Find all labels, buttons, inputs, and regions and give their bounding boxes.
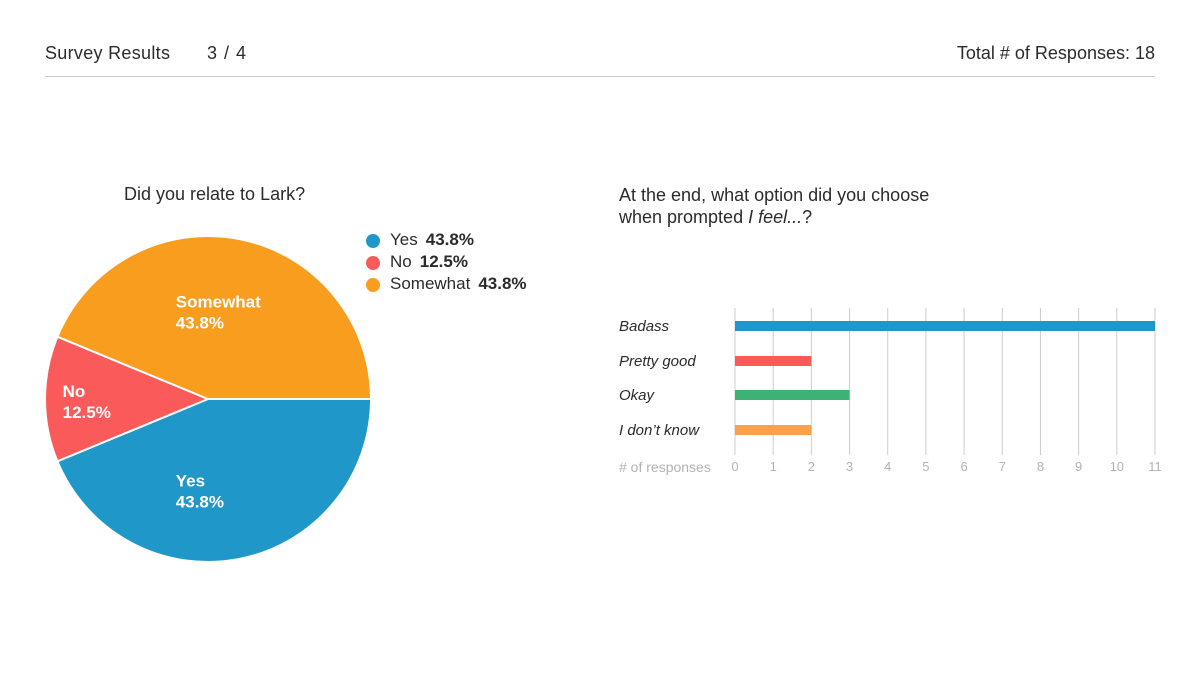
x-tick-label: 3 (846, 459, 853, 474)
legend-label: No (390, 252, 412, 271)
bar-title-line2: when prompted I feel...? (619, 207, 813, 227)
legend-label: Yes (390, 230, 418, 249)
legend-dot-no (366, 256, 380, 270)
x-tick-label: 10 (1110, 459, 1124, 474)
pie-label-name: Yes (176, 472, 205, 491)
legend-value: 12.5% (419, 252, 468, 271)
x-tick-label: 6 (960, 459, 967, 474)
pie-legend: Yes 43.8% No 12.5% Somewhat 43.8% (366, 229, 527, 295)
legend-label: Somewhat (390, 274, 471, 293)
x-tick-label: 9 (1075, 459, 1082, 474)
legend-value: 43.8% (478, 274, 527, 293)
pie-chart-title: Did you relate to Lark? (124, 184, 306, 204)
x-tick-label: 8 (1037, 459, 1044, 474)
legend-item-no: No 12.5% (366, 251, 527, 273)
pie-label-name: No (63, 382, 86, 401)
bar-title-line1: At the end, what option did you choose (619, 185, 930, 205)
x-axis-title: # of responses (619, 459, 711, 475)
legend-dot-somewhat (366, 278, 380, 292)
category-label: Badass (619, 318, 670, 335)
legend-item-somewhat: Somewhat 43.8% (366, 273, 527, 295)
page-counter: 3 / 4 (207, 43, 248, 63)
x-tick-label: 7 (999, 459, 1006, 474)
pie-slice-somewhat (56, 235, 373, 400)
category-label: Pretty good (619, 353, 696, 370)
pie-slice-no (44, 335, 211, 463)
category-label: Okay (619, 387, 656, 404)
legend-dot-yes (366, 234, 380, 248)
pie-label-value: 43.8% (176, 493, 224, 512)
total-responses: Total # of Responses: 18 (956, 43, 1155, 63)
legend-item-yes: Yes 43.8% (366, 229, 527, 251)
pie-label-name: Somewhat (176, 292, 261, 311)
page-title: Survey Results (45, 43, 171, 63)
category-label: I don’t know (619, 422, 700, 439)
x-tick-label: 5 (922, 459, 929, 474)
x-tick-label: 11 (1148, 459, 1162, 474)
x-tick-label: 4 (884, 459, 891, 474)
bar-2 (735, 390, 850, 400)
bar-1 (735, 356, 812, 366)
pie-label-value: 12.5% (63, 403, 111, 422)
bar-chart-title: At the end, what option did you choose w… (619, 184, 979, 228)
x-tick-label: 2 (808, 459, 815, 474)
header-bar: Survey Results 3 / 4 Total # of Response… (45, 40, 1155, 77)
bar-3 (735, 425, 812, 435)
legend-value: 43.8% (425, 230, 474, 249)
pie-slice-yes (56, 398, 373, 563)
bar-0 (735, 321, 1155, 331)
x-tick-label: 0 (731, 459, 738, 474)
pie-chart: Yes 43.8% No 12.5% Somewhat 43.8% (44, 235, 373, 563)
x-tick-label: 1 (770, 459, 777, 474)
pie-label-value: 43.8% (176, 313, 224, 332)
